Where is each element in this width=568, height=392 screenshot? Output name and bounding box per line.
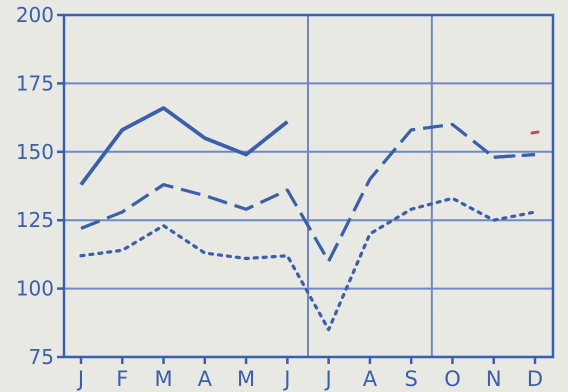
x-tick-label-10: N bbox=[486, 367, 502, 391]
x-tick-label-2: M bbox=[154, 367, 172, 391]
x-tick-label-5: J bbox=[282, 367, 290, 391]
x-tick-label-7: A bbox=[363, 367, 378, 391]
x-tick-label-6: J bbox=[324, 367, 332, 391]
x-tick-label-11: D bbox=[527, 367, 543, 391]
x-tick-label-9: O bbox=[444, 367, 461, 391]
red-mark bbox=[530, 130, 540, 135]
series-0-solid-line-0 bbox=[79, 106, 289, 186]
y-tick-label-200: 200 bbox=[16, 3, 54, 27]
x-tick-label-8: S bbox=[405, 367, 418, 391]
y-tick-label-100: 100 bbox=[16, 277, 54, 301]
y-tick-label-175: 175 bbox=[16, 71, 54, 95]
y-tick-label-75: 75 bbox=[29, 345, 54, 369]
x-tick-label-1: F bbox=[116, 367, 128, 391]
series-2-dashed-line-0 bbox=[80, 122, 536, 263]
x-tick-label-3: A bbox=[198, 367, 213, 391]
plot-frame bbox=[62, 13, 555, 359]
x-tick-label-0: J bbox=[76, 367, 84, 391]
x-tick-label-4: M bbox=[237, 367, 255, 391]
y-tick-label-150: 150 bbox=[16, 140, 54, 164]
y-tick-label-125: 125 bbox=[16, 208, 54, 232]
series-3-dotted-line-0 bbox=[79, 196, 537, 332]
